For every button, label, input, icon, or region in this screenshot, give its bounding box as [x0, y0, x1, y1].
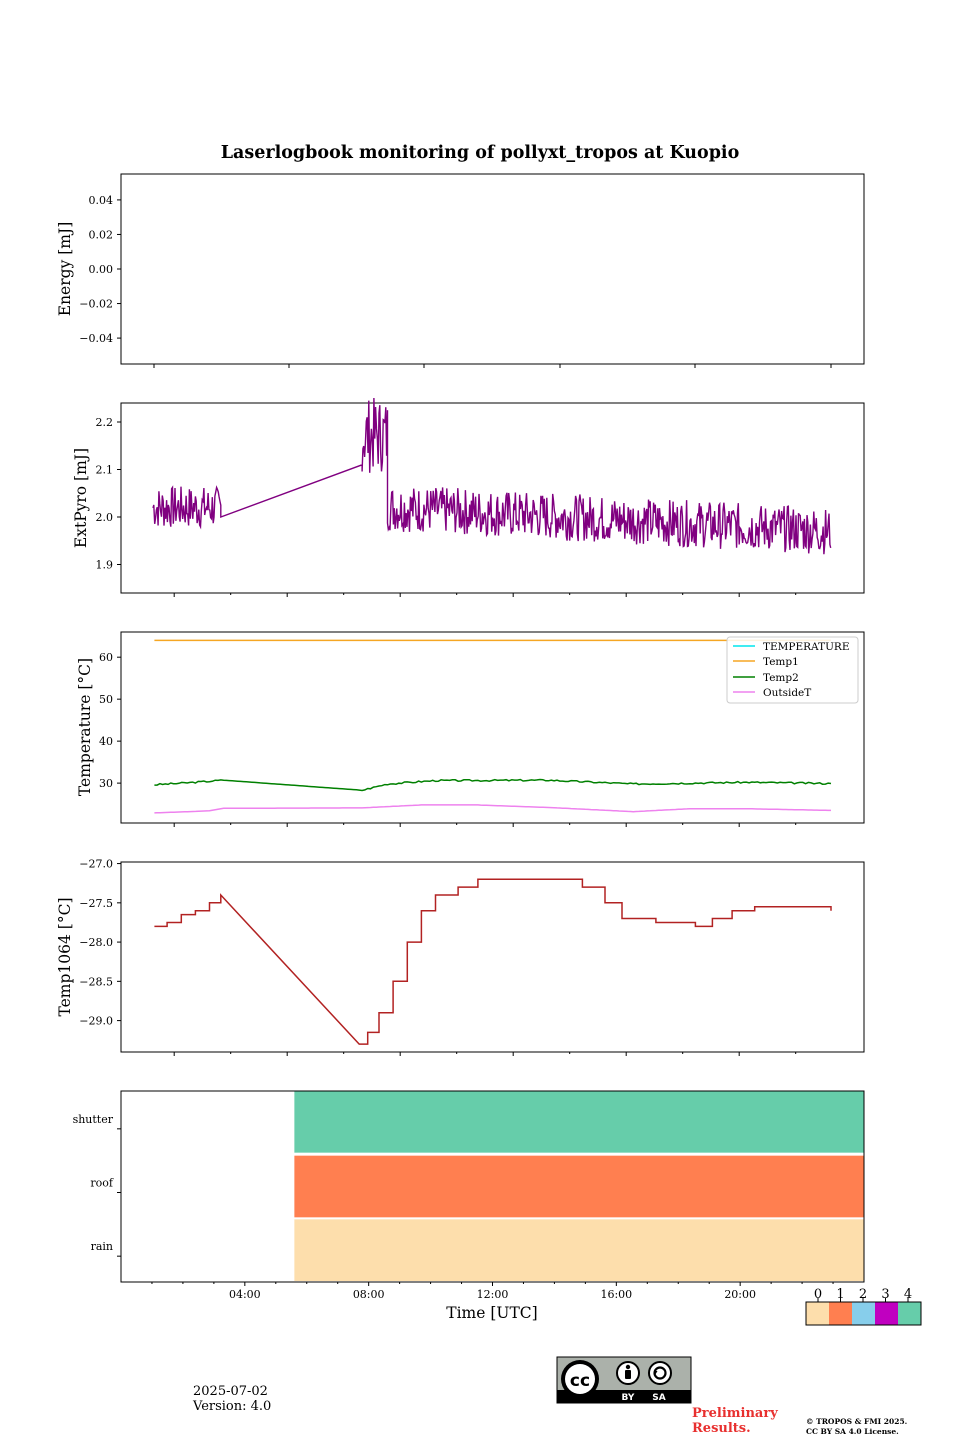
colorbar-swatch-4	[898, 1302, 921, 1325]
x-tick-label: 20:00	[724, 1288, 756, 1301]
preliminary-results-note: Preliminary Results.	[692, 1406, 778, 1436]
colorbar-swatch-3	[875, 1302, 898, 1325]
preliminary-line-2: Results.	[692, 1421, 751, 1436]
panel-temperature: 60 50 40 30 TEMPERATURE Temp1 Temp2 Outside…	[76, 631, 865, 827]
temp1064-ylabel: Temp1064 [°C]	[56, 897, 74, 1016]
temperature-axes-frame	[120, 631, 865, 824]
copyright-line-2: CC BY SA 4.0 License.	[806, 1427, 899, 1436]
footer-date: 2025-07-02	[193, 1384, 268, 1399]
y-tick-label: −27.0	[79, 858, 113, 871]
temp1064-y-ticks: −27.0 −27.5 −28.0 −28.5 −29.0	[79, 858, 121, 1028]
colorbar-label-1: 1	[836, 1287, 844, 1302]
y-tick-label-rain: rain	[91, 1240, 113, 1253]
y-tick-label: 1.9	[96, 559, 114, 572]
y-tick-label: −0.02	[79, 298, 113, 311]
x-tick-label: 04:00	[229, 1288, 261, 1301]
temp2-series-line	[154, 778, 832, 792]
status-cell-rain	[294, 1219, 864, 1281]
status-cells	[294, 1091, 864, 1281]
status-cell-shutter	[294, 1091, 864, 1153]
extpyro-series-line	[152, 397, 832, 555]
badge-by-label: BY	[622, 1393, 635, 1403]
y-tick-label: −0.04	[79, 332, 113, 345]
panel-status: rain roof shutter 04:00 08:00 12:00 16:00 20:0…	[73, 1090, 865, 1322]
status-cell-roof	[294, 1155, 864, 1218]
colorbar-label-2: 2	[859, 1287, 867, 1302]
y-tick-label: −29.0	[79, 1015, 113, 1028]
temperature-ylabel: Temperature [°C]	[76, 658, 94, 796]
footer-date-version: 2025-07-02 Version: 4.0	[193, 1384, 271, 1414]
y-tick-label: 0.04	[89, 194, 114, 207]
legend-label-temperature: TEMPERATURE	[763, 641, 850, 653]
cc-license-badge: cc BY SA	[556, 1356, 692, 1404]
temp1064-series-line	[154, 878, 832, 1045]
temp1064-axes-frame	[120, 861, 865, 1053]
panel-temp1064: −27.0 −27.5 −28.0 −28.5 −29.0 Temp1064 [°C]	[56, 858, 865, 1056]
temperature-y-ticks: 60 50 40 30	[99, 651, 121, 790]
outsidet-series-line	[154, 804, 831, 814]
extpyro-y-ticks: 2.2 2.1 2.0 1.9	[96, 416, 121, 572]
y-tick-label: 50	[99, 693, 113, 706]
colorbar-label-4: 4	[904, 1287, 912, 1302]
cc-logo-icon: cc	[561, 1360, 599, 1398]
panel-extpyro: 2.2 2.1 2.0 1.9 ExtPyro [mJ]	[72, 397, 865, 597]
x-tick-label: 08:00	[353, 1288, 385, 1301]
extpyro-axes-frame	[120, 402, 865, 594]
extpyro-ylabel: ExtPyro [mJ]	[72, 448, 90, 548]
temperature-legend: TEMPERATURE Temp1 Temp2 OutsideT	[726, 636, 859, 704]
status-x-ticks: 04:00 08:00 12:00 16:00 20:00	[151, 1282, 834, 1301]
svg-text:cc: cc	[570, 1371, 590, 1391]
legend-box	[726, 636, 859, 704]
badge-sa-label: SA	[652, 1393, 665, 1403]
panel-energy: 0.04 0.02 0.00 −0.04 −0.02 Energy [mJ]	[56, 173, 865, 368]
status-xlabel: Time [UTC]	[446, 1304, 537, 1322]
x-tick-label: 16:00	[600, 1288, 632, 1301]
legend-label-temp1: Temp1	[763, 656, 799, 668]
copyright-line-1: © TROPOS & FMI 2025.	[806, 1417, 908, 1426]
y-tick-label: 2.2	[96, 416, 114, 429]
y-tick-label: −28.5	[79, 975, 113, 988]
extpyro-x-ticks	[173, 593, 797, 597]
energy-y-ticks: 0.04 0.02 0.00 −0.04 −0.02	[79, 194, 121, 345]
colorbar-swatch-1	[829, 1302, 852, 1325]
colorbar-label-0: 0	[814, 1287, 822, 1302]
y-tick-label: −27.5	[79, 897, 113, 910]
temp1064-x-ticks	[173, 1052, 797, 1056]
x-tick-label: 12:00	[477, 1288, 509, 1301]
copyright-note: © TROPOS & FMI 2025. CC BY SA 4.0 Licens…	[806, 1417, 907, 1437]
y-tick-label: 0.00	[89, 263, 114, 276]
share-alike-icon	[648, 1361, 672, 1385]
legend-label-temp2: Temp2	[763, 672, 799, 684]
energy-axes-frame	[120, 173, 865, 365]
energy-ylabel: Energy [mJ]	[56, 222, 74, 317]
legend-label-outsidet: OutsideT	[763, 687, 811, 699]
chart-title: Laserlogbook monitoring of pollyxt_tropo…	[221, 143, 740, 163]
y-tick-label: −28.0	[79, 936, 113, 949]
energy-x-ticks	[153, 364, 832, 368]
y-tick-label: 0.02	[89, 228, 114, 241]
footer-version: Version: 4.0	[193, 1399, 272, 1414]
y-tick-label-roof: roof	[90, 1177, 114, 1190]
attribution-person-icon	[616, 1361, 640, 1385]
status-y-ticks: rain roof shutter	[73, 1113, 121, 1257]
temperature-x-ticks	[173, 823, 797, 827]
colorbar-swatch-0	[806, 1302, 829, 1325]
y-tick-label: 30	[99, 777, 113, 790]
y-tick-label: 2.0	[96, 511, 114, 524]
preliminary-line-1: Preliminary	[692, 1406, 778, 1421]
y-tick-label-shutter: shutter	[73, 1113, 114, 1126]
y-tick-label: 60	[99, 651, 113, 664]
colorbar-swatch-2	[852, 1302, 875, 1325]
y-tick-label: 40	[99, 735, 113, 748]
colorbar-label-3: 3	[881, 1287, 889, 1302]
y-tick-label: 2.1	[96, 464, 114, 477]
